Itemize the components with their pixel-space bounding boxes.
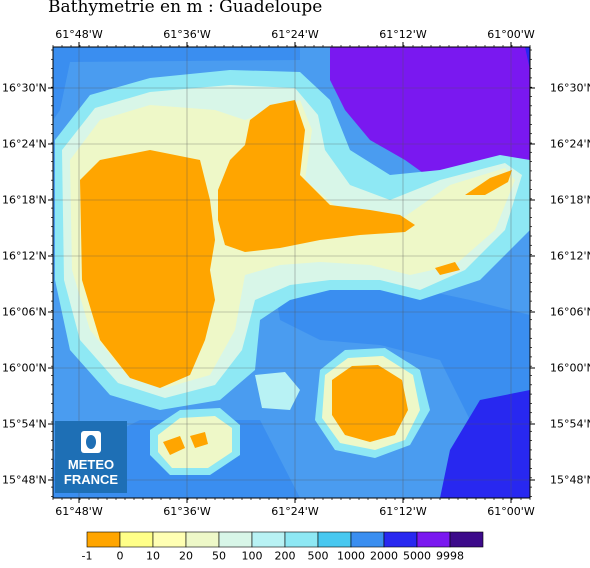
colorbar-label: 0 bbox=[116, 549, 124, 563]
right-lat-label: 16°18'N bbox=[550, 193, 590, 207]
left-lat-label: 16°12'N bbox=[2, 249, 47, 263]
colorbar-swatch bbox=[185, 531, 220, 548]
logo-line2: FRANCE bbox=[63, 472, 119, 487]
left-lat-label: 16°06'N bbox=[2, 305, 47, 319]
colorbar-label: 2000 bbox=[370, 549, 398, 563]
top-lon-label: 61°24'W bbox=[271, 28, 319, 41]
colorbar-swatch bbox=[152, 531, 187, 548]
top-lon-label: 61°48'W bbox=[55, 28, 103, 41]
left-lat-label: 16°18'N bbox=[2, 193, 47, 207]
colorbar-swatch bbox=[251, 531, 286, 548]
right-lat-label: 15°54'N bbox=[550, 417, 590, 431]
bottom-lon-label: 61°12'W bbox=[379, 505, 427, 518]
lat-lon-grid bbox=[53, 47, 530, 498]
colorbar-label: 5000 bbox=[403, 549, 431, 563]
map-title: Bathymetrie en m : Guadeloupe bbox=[48, 0, 323, 17]
bottom-lon-label: 61°36'W bbox=[163, 505, 211, 518]
depth-colorbar bbox=[86, 531, 484, 548]
bottom-lon-label: 61°48'W bbox=[55, 505, 103, 518]
right-lat-label: 16°06'N bbox=[550, 305, 590, 319]
right-lat-label: 16°24'N bbox=[550, 137, 590, 151]
colorbar-swatch bbox=[449, 531, 484, 548]
colorbar-label: 10 bbox=[146, 549, 160, 563]
colorbar-label: 1000 bbox=[337, 549, 365, 563]
colorbar-swatch bbox=[218, 531, 253, 548]
left-lat-label: 16°00'N bbox=[2, 361, 47, 375]
colorbar-label: 100 bbox=[241, 549, 263, 563]
left-lat-label: 16°30'N bbox=[2, 81, 47, 95]
colorbar-swatch bbox=[317, 531, 352, 548]
colorbar-swatch bbox=[383, 531, 418, 548]
colorbar-label: 200 bbox=[274, 549, 296, 563]
meteo-france-logo: METEO FRANCE bbox=[55, 421, 127, 493]
colorbar-label: 50 bbox=[212, 549, 226, 563]
bottom-lon-label: 61°24'W bbox=[271, 505, 319, 518]
top-lon-label: 61°12'W bbox=[379, 28, 427, 41]
colorbar-swatch bbox=[416, 531, 451, 548]
left-lat-label: 16°24'N bbox=[2, 137, 47, 151]
colorbar-label: 20 bbox=[179, 549, 193, 563]
top-lon-label: 61°36'W bbox=[163, 28, 211, 41]
colorbar-label: 9998 bbox=[436, 549, 464, 563]
colorbar-label: 500 bbox=[307, 549, 329, 563]
meteo-france-emblem-icon bbox=[81, 431, 101, 453]
axis-ticks bbox=[48, 42, 535, 503]
colorbar-label: -1 bbox=[81, 549, 93, 563]
logo-line1: METEO bbox=[67, 457, 115, 472]
left-lat-label: 15°48'N bbox=[2, 473, 47, 487]
colorbar-swatch bbox=[350, 531, 385, 548]
right-lat-label: 16°00'N bbox=[550, 361, 590, 375]
bottom-lon-label: 61°00'W bbox=[487, 505, 535, 518]
colorbar-swatch bbox=[284, 531, 319, 548]
colorbar-swatch bbox=[119, 531, 154, 548]
left-lat-label: 15°54'N bbox=[2, 417, 47, 431]
right-lat-label: 16°12'N bbox=[550, 249, 590, 263]
right-lat-label: 15°48'N bbox=[550, 473, 590, 487]
depth-regions bbox=[53, 47, 530, 498]
top-lon-label: 61°00'W bbox=[487, 28, 535, 41]
colorbar-swatch bbox=[86, 531, 121, 548]
right-lat-label: 16°30'N bbox=[550, 81, 590, 95]
